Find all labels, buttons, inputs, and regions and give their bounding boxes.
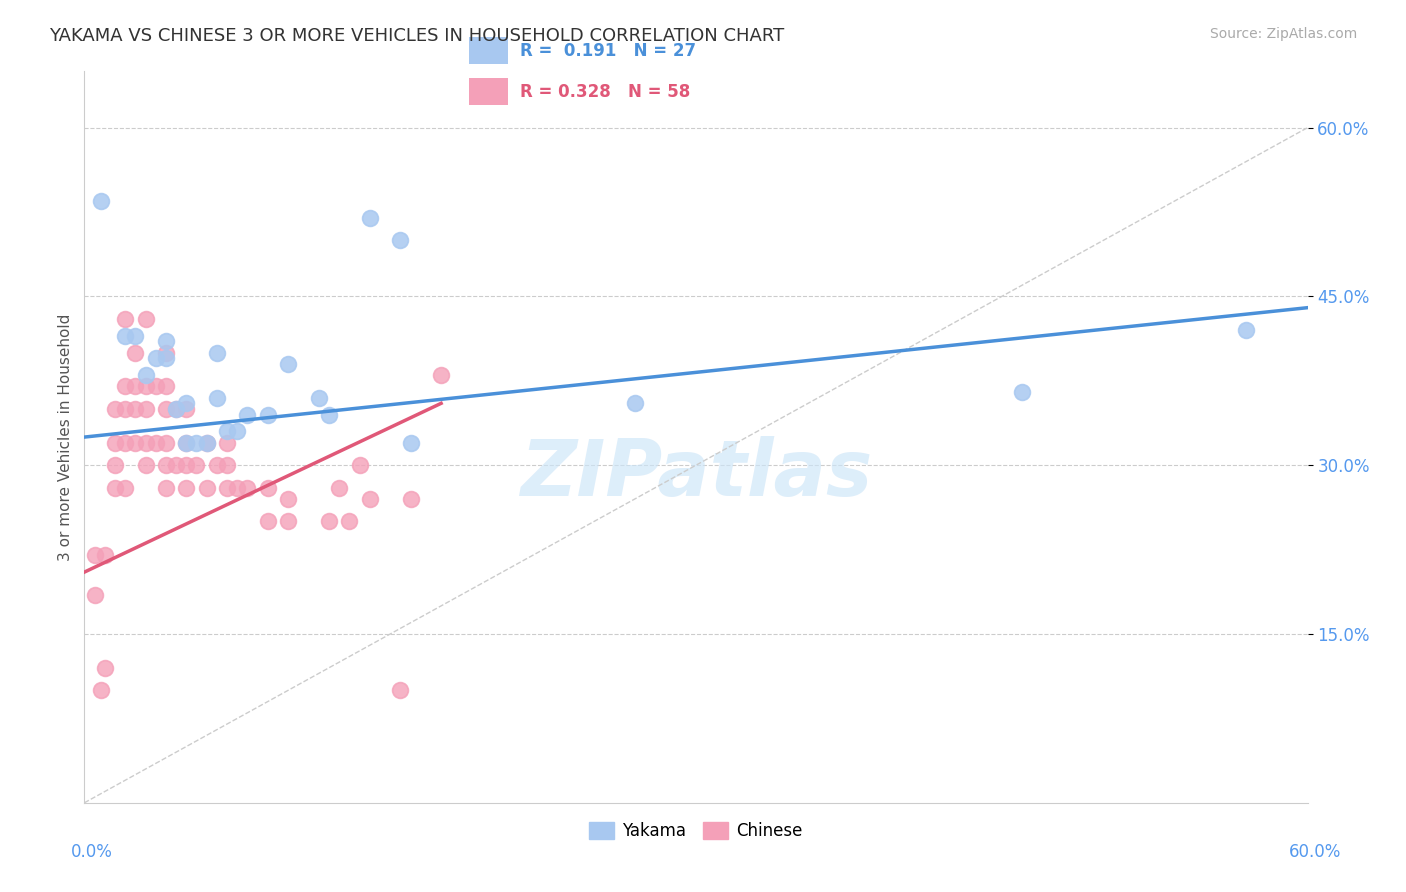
Text: R =  0.191   N = 27: R = 0.191 N = 27 (520, 42, 696, 60)
FancyBboxPatch shape (468, 37, 508, 64)
Point (114, 379, 136, 393)
Point (165, 401, 187, 416)
Point (155, 435, 177, 450)
Text: 60.0%: 60.0% (1288, 843, 1341, 861)
Point (236, 481, 259, 495)
Point (93, 661, 115, 675)
Point (217, 425, 239, 439)
Point (1236, 323, 1258, 337)
Point (114, 401, 136, 416)
Point (236, 408, 259, 422)
Point (104, 435, 127, 450)
Point (155, 401, 177, 416)
Point (359, 211, 381, 225)
Point (90, 683, 112, 698)
Point (114, 328, 136, 343)
Point (217, 481, 239, 495)
Point (389, 683, 412, 698)
Point (399, 435, 422, 450)
Point (135, 401, 157, 416)
Point (277, 357, 299, 371)
Point (359, 491, 381, 506)
Point (165, 401, 187, 416)
Point (174, 401, 197, 416)
Point (174, 396, 197, 410)
Point (104, 481, 127, 495)
Point (174, 435, 197, 450)
Point (328, 481, 350, 495)
Text: ZIPatlas: ZIPatlas (520, 435, 872, 512)
Point (83, 548, 105, 562)
Point (349, 458, 371, 473)
Point (205, 458, 228, 473)
Text: YAKAMA VS CHINESE 3 OR MORE VEHICLES IN HOUSEHOLD CORRELATION CHART: YAKAMA VS CHINESE 3 OR MORE VEHICLES IN … (49, 27, 785, 45)
Point (83, 588, 105, 602)
Point (430, 368, 453, 383)
FancyBboxPatch shape (468, 78, 508, 105)
Point (165, 458, 187, 473)
Text: 0.0%: 0.0% (70, 843, 112, 861)
Point (124, 379, 146, 393)
Point (339, 515, 361, 529)
Point (124, 345, 146, 359)
Point (135, 368, 157, 383)
Point (155, 351, 177, 366)
Point (124, 435, 146, 450)
Point (155, 458, 177, 473)
Point (135, 379, 157, 393)
Point (318, 408, 340, 422)
Point (114, 435, 136, 450)
Point (186, 435, 208, 450)
Text: R = 0.328   N = 58: R = 0.328 N = 58 (520, 83, 690, 101)
Point (186, 458, 208, 473)
Point (257, 515, 280, 529)
Point (104, 458, 127, 473)
Point (226, 481, 249, 495)
Point (257, 408, 280, 422)
Point (1011, 385, 1033, 400)
Point (195, 435, 218, 450)
Point (205, 391, 228, 405)
Point (174, 458, 197, 473)
Point (145, 435, 167, 450)
Point (277, 515, 299, 529)
Point (174, 481, 197, 495)
Point (155, 481, 177, 495)
Point (90, 194, 112, 208)
Point (135, 435, 157, 450)
Point (155, 345, 177, 359)
Point (114, 481, 136, 495)
Point (104, 401, 127, 416)
Text: Source: ZipAtlas.com: Source: ZipAtlas.com (1209, 27, 1357, 41)
Point (205, 345, 228, 359)
Point (124, 401, 146, 416)
Point (318, 515, 340, 529)
Point (624, 396, 647, 410)
Point (135, 312, 157, 326)
Point (93, 548, 115, 562)
Point (389, 233, 412, 247)
Y-axis label: 3 or more Vehicles in Household: 3 or more Vehicles in Household (58, 313, 73, 561)
Point (155, 379, 177, 393)
Point (145, 351, 167, 366)
Point (277, 491, 299, 506)
Point (145, 379, 167, 393)
Point (308, 391, 330, 405)
Point (217, 435, 239, 450)
Point (195, 435, 218, 450)
Point (257, 481, 280, 495)
Point (195, 481, 218, 495)
Point (217, 458, 239, 473)
Point (155, 334, 177, 349)
Legend: Yakama, Chinese: Yakama, Chinese (582, 815, 810, 847)
Point (124, 328, 146, 343)
Point (399, 491, 422, 506)
Point (135, 458, 157, 473)
Point (114, 312, 136, 326)
Point (226, 425, 249, 439)
Point (174, 435, 197, 450)
